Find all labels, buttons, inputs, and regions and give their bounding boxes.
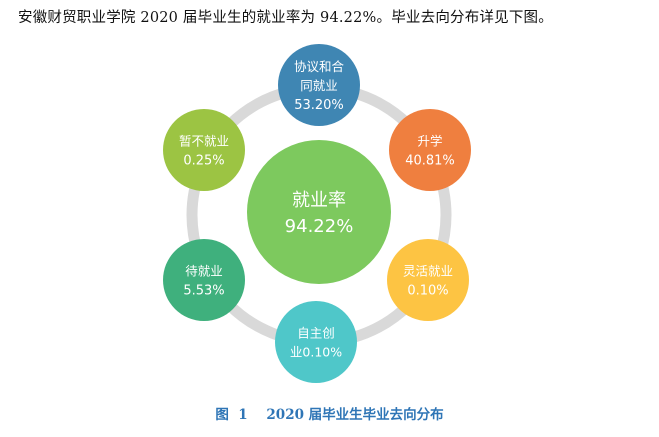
node-label-flexible: 灵活就业 (403, 264, 453, 279)
center-value: 94.22% (285, 216, 354, 237)
node-circle-awaiting (163, 239, 245, 321)
node-label-further-study: 升学 (417, 134, 442, 149)
node-value-agreement: 53.20% (294, 98, 344, 113)
node-label-awaiting: 待就业 (185, 264, 223, 279)
node-circle-not-employed (163, 109, 245, 191)
node-circle-self-employed (275, 301, 357, 383)
node-circle-flexible (387, 239, 469, 321)
node-circle-further-study (389, 109, 471, 191)
node-label-agreement: 协议和合 (294, 59, 345, 74)
node-label-self-employed: 业0.10% (290, 345, 342, 360)
node-further-study: 升学 40.81% (389, 109, 471, 191)
node-value-flexible: 0.10% (407, 284, 448, 299)
center-circle: 就业率 94.22% (247, 140, 391, 284)
node-flexible: 灵活就业 0.10% (387, 239, 469, 321)
node-label-self-employed: 自主创 (297, 326, 335, 341)
node-circle-agreement (278, 44, 360, 126)
node-label-not-employed: 暂不就业 (179, 134, 229, 149)
node-value-not-employed: 0.25% (183, 154, 224, 169)
node-value-awaiting: 5.53% (183, 284, 224, 299)
node-value-further-study: 40.81% (405, 154, 455, 169)
figure-caption: 图 1 2020 届毕业生毕业去向分布 (215, 407, 444, 423)
node-label-agreement: 同就业 (300, 78, 338, 93)
node-awaiting: 待就业 5.53% (163, 239, 245, 321)
node-not-employed: 暂不就业 0.25% (163, 109, 245, 191)
center-label: 就业率 (292, 190, 346, 211)
intro-paragraph: 安徽财贸职业学院 2020 届毕业生的就业率为 94.22%。毕业去向分布详见下… (18, 10, 553, 26)
